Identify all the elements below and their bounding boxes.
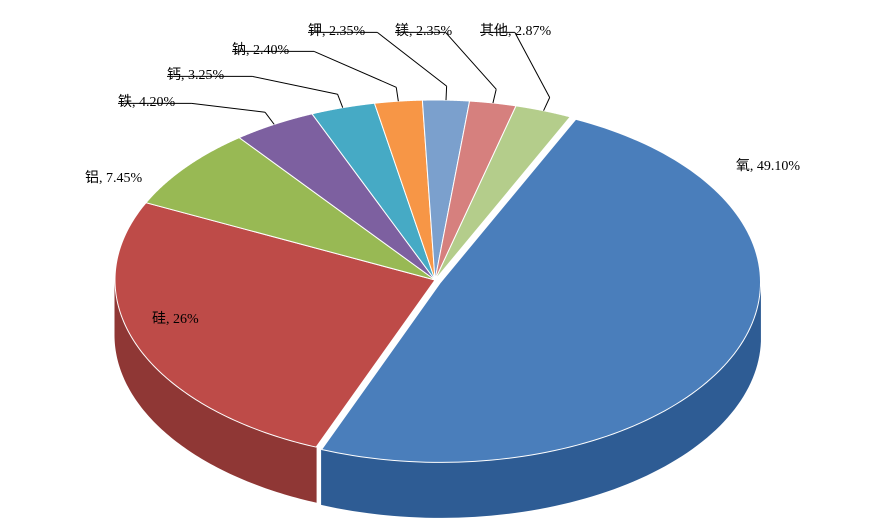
slice-label-硅: 硅, 26% (152, 312, 199, 327)
slice-label-镁: 镁, 2.35% (395, 24, 452, 39)
slice-label-钙: 钙, 3.25% (167, 68, 224, 83)
leader-line (252, 76, 337, 94)
leader-line (192, 103, 266, 112)
leader-line (544, 98, 550, 111)
slice-label-铝: 铝, 7.45% (85, 171, 142, 186)
chart-container: 氧, 49.10% 硅, 26% 铝, 7.45% 铁, 4.20% 钙, 3.25% 钠… (0, 0, 869, 527)
leader-line (338, 94, 343, 107)
slice-label-铁: 铁, 4.20% (118, 95, 175, 110)
slice-label-钾: 钾, 2.35% (308, 24, 365, 39)
leader-line (446, 32, 497, 89)
leader-line (396, 87, 398, 101)
slice-label-钠: 钠, 2.40% (232, 43, 289, 58)
slice-label-氧: 氧, 49.10% (736, 159, 800, 174)
slice-label-其他: 其他, 2.87% (480, 24, 551, 39)
leader-line (265, 112, 274, 124)
leader-line (515, 32, 550, 97)
leader-line (314, 51, 396, 87)
leader-line (446, 86, 447, 100)
leader-line (377, 32, 446, 86)
pie-chart-3d (0, 0, 869, 527)
leader-line (493, 89, 496, 103)
